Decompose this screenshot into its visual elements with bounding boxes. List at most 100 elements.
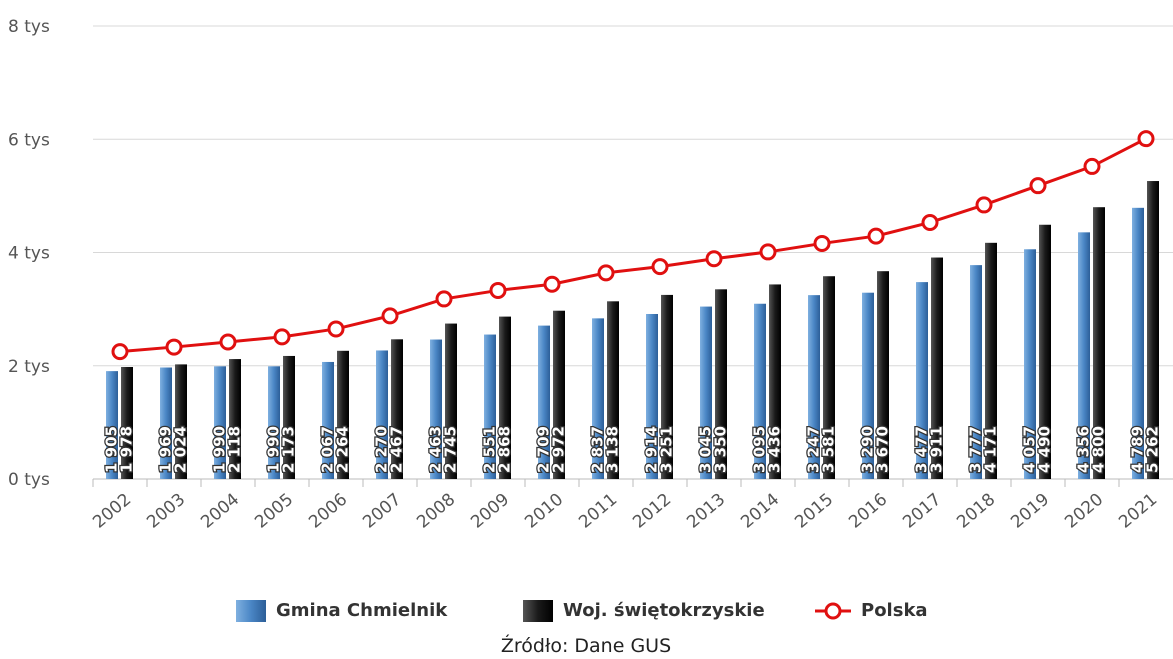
value-label: 4 490	[1036, 426, 1054, 473]
bar	[1132, 207, 1144, 479]
value-label: 2 837	[589, 426, 607, 473]
bar	[607, 301, 619, 479]
bar	[430, 339, 442, 479]
value-label: 4 171	[982, 426, 1000, 473]
bar	[862, 292, 874, 479]
x-tick-label: 2007	[359, 490, 405, 533]
bar	[592, 318, 604, 479]
bar	[769, 284, 781, 479]
bar	[1147, 181, 1159, 479]
x-tick-label: 2019	[1007, 490, 1053, 533]
value-label: 1 978	[118, 426, 136, 473]
point	[273, 328, 291, 346]
value-label: 4 057	[1021, 426, 1039, 473]
value-label: 2 463	[427, 426, 445, 473]
x-tick-label: 2018	[953, 490, 999, 533]
x-tick-label: 2002	[89, 490, 135, 533]
bar	[700, 306, 712, 479]
point	[921, 213, 939, 231]
value-label: 3 251	[658, 426, 676, 473]
bar	[553, 310, 565, 479]
value-label: 4 789	[1129, 426, 1147, 473]
y-tick-label: 0 tys	[8, 470, 50, 490]
point	[1083, 157, 1101, 175]
point	[975, 196, 993, 214]
legend-swatch	[236, 600, 266, 622]
point	[327, 320, 345, 338]
bar	[337, 350, 349, 479]
value-label: 2 264	[334, 426, 352, 473]
point	[597, 264, 615, 282]
x-tick-label: 2014	[737, 490, 783, 533]
bar	[106, 371, 118, 479]
point	[813, 234, 831, 252]
bar	[322, 361, 334, 479]
value-label: 2 024	[172, 426, 190, 473]
y-tick-label: 2 tys	[8, 357, 50, 377]
bar	[877, 271, 889, 479]
x-tick-label: 2021	[1115, 490, 1161, 533]
legend-swatch	[824, 602, 842, 620]
bar	[499, 316, 511, 479]
point	[759, 243, 777, 261]
bar	[376, 350, 388, 479]
x-tick-label: 2010	[521, 490, 567, 533]
bar	[970, 265, 982, 479]
value-label: 2 173	[280, 426, 298, 473]
y-tick-label: 6 tys	[8, 130, 50, 150]
legend-label: Polska	[861, 600, 928, 621]
value-label: 2 270	[373, 426, 391, 473]
x-tick-label: 2020	[1061, 490, 1107, 533]
value-label: 2 745	[442, 426, 460, 473]
value-label: 3 045	[697, 426, 715, 473]
value-label: 2 868	[496, 426, 514, 473]
value-label: 3 911	[928, 426, 946, 473]
point	[111, 343, 129, 361]
x-tick-label: 2017	[899, 490, 945, 533]
value-label: 1 990	[211, 426, 229, 473]
bar	[391, 339, 403, 479]
value-label: 2 067	[319, 426, 337, 473]
bar	[484, 334, 496, 479]
bar	[1039, 224, 1051, 479]
bar	[931, 257, 943, 479]
point	[1137, 130, 1155, 148]
point	[165, 338, 183, 356]
value-label: 3 138	[604, 426, 622, 473]
point	[435, 290, 453, 308]
value-label: 2 118	[226, 426, 244, 473]
value-label: 3 777	[967, 426, 985, 473]
bar	[1093, 207, 1105, 479]
x-tick-label: 2003	[143, 490, 189, 533]
value-label: 3 350	[712, 426, 730, 473]
value-label: 3 581	[820, 426, 838, 473]
value-label: 1 990	[265, 426, 283, 473]
bar	[661, 294, 673, 479]
value-label: 2 914	[643, 426, 661, 473]
value-label: 3 290	[859, 426, 877, 473]
legend-label: Woj. świętokrzyskie	[563, 600, 765, 621]
line	[119, 137, 1147, 354]
bar	[754, 303, 766, 479]
value-label: 3 436	[766, 426, 784, 473]
value-label: 4 356	[1075, 426, 1093, 473]
bar	[808, 295, 820, 479]
x-tick-label: 2009	[467, 490, 513, 533]
bar	[1078, 232, 1090, 479]
value-label: 2 551	[481, 426, 499, 473]
x-tick-label: 2016	[845, 490, 891, 533]
point	[1029, 177, 1047, 195]
y-tick-label: 4 tys	[8, 244, 50, 264]
value-label: 2 972	[550, 426, 568, 473]
value-label: 3 247	[805, 426, 823, 473]
bar	[445, 323, 457, 479]
bar	[283, 355, 295, 479]
legend-label: Gmina Chmielnik	[276, 600, 448, 621]
bar	[121, 366, 133, 479]
value-label: 5 262	[1144, 426, 1162, 473]
value-label: 2 709	[535, 426, 553, 473]
x-tick-label: 2004	[197, 490, 243, 533]
bar	[175, 364, 187, 479]
x-tick-label: 2006	[305, 490, 351, 533]
value-label: 3 095	[751, 426, 769, 473]
